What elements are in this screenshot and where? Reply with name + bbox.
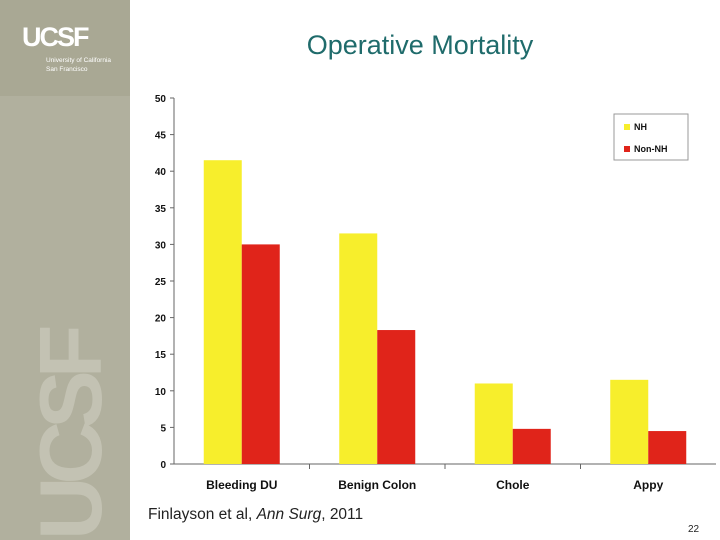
x-tick-label: Appy	[633, 478, 663, 492]
legend-label: NH	[634, 122, 647, 132]
y-tick-label: 40	[155, 167, 167, 178]
citation-journal: Ann Surg	[256, 506, 322, 523]
y-tick-label: 50	[155, 94, 167, 105]
y-tick-label: 45	[155, 131, 167, 142]
bar-non-nh-3	[648, 431, 687, 464]
bar-non-nh-2	[512, 428, 551, 464]
slide-title: Operative Mortality	[306, 30, 534, 60]
ucsf-logo: UCSF University of California San Franci…	[0, 0, 130, 96]
citation-authors: Finlayson et al,	[148, 506, 257, 523]
y-tick-label: 35	[155, 204, 167, 215]
y-tick-label: 15	[155, 350, 167, 361]
legend-label: Non-NH	[634, 144, 668, 154]
legend-swatch	[624, 124, 630, 130]
bar-nh-2	[474, 383, 513, 464]
logo-mark: UCSF	[22, 22, 89, 52]
bar-nh-3	[610, 379, 649, 464]
sidebar-panel: UCSF University of California San Franci…	[0, 0, 130, 540]
bar-nh-1	[339, 233, 378, 464]
y-tick-label: 10	[155, 387, 167, 398]
legend-swatch	[624, 146, 630, 152]
ucsf-watermark: UCSF	[21, 332, 120, 540]
y-tick-label: 0	[160, 460, 166, 471]
citation-year: , 2011	[321, 506, 364, 523]
x-tick-label: Chole	[496, 478, 530, 492]
citation: Finlayson et al, Ann Surg, 2011	[148, 506, 363, 524]
bar-nh-0	[203, 160, 242, 464]
y-tick-label: 30	[155, 240, 167, 251]
bar-non-nh-0	[241, 244, 280, 464]
logo-line-1: University of California	[46, 57, 112, 64]
logo-subtitle: University of California San Francisco	[46, 56, 111, 74]
bar-chart: 0 5 10 15 20 25 30 35 40 45 50 Bleeding DU Benign Co…	[155, 94, 716, 492]
y-tick-label: 20	[155, 314, 167, 325]
bar-non-nh-1	[377, 330, 416, 464]
logo-line-2: San Francisco	[46, 66, 88, 73]
page-number: 22	[688, 524, 700, 535]
x-tick-label: Benign Colon	[338, 478, 416, 492]
y-tick-label: 25	[155, 277, 167, 288]
legend-box	[613, 113, 689, 161]
x-tick-label: Bleeding DU	[206, 478, 277, 492]
y-tick-label: 5	[160, 423, 166, 434]
